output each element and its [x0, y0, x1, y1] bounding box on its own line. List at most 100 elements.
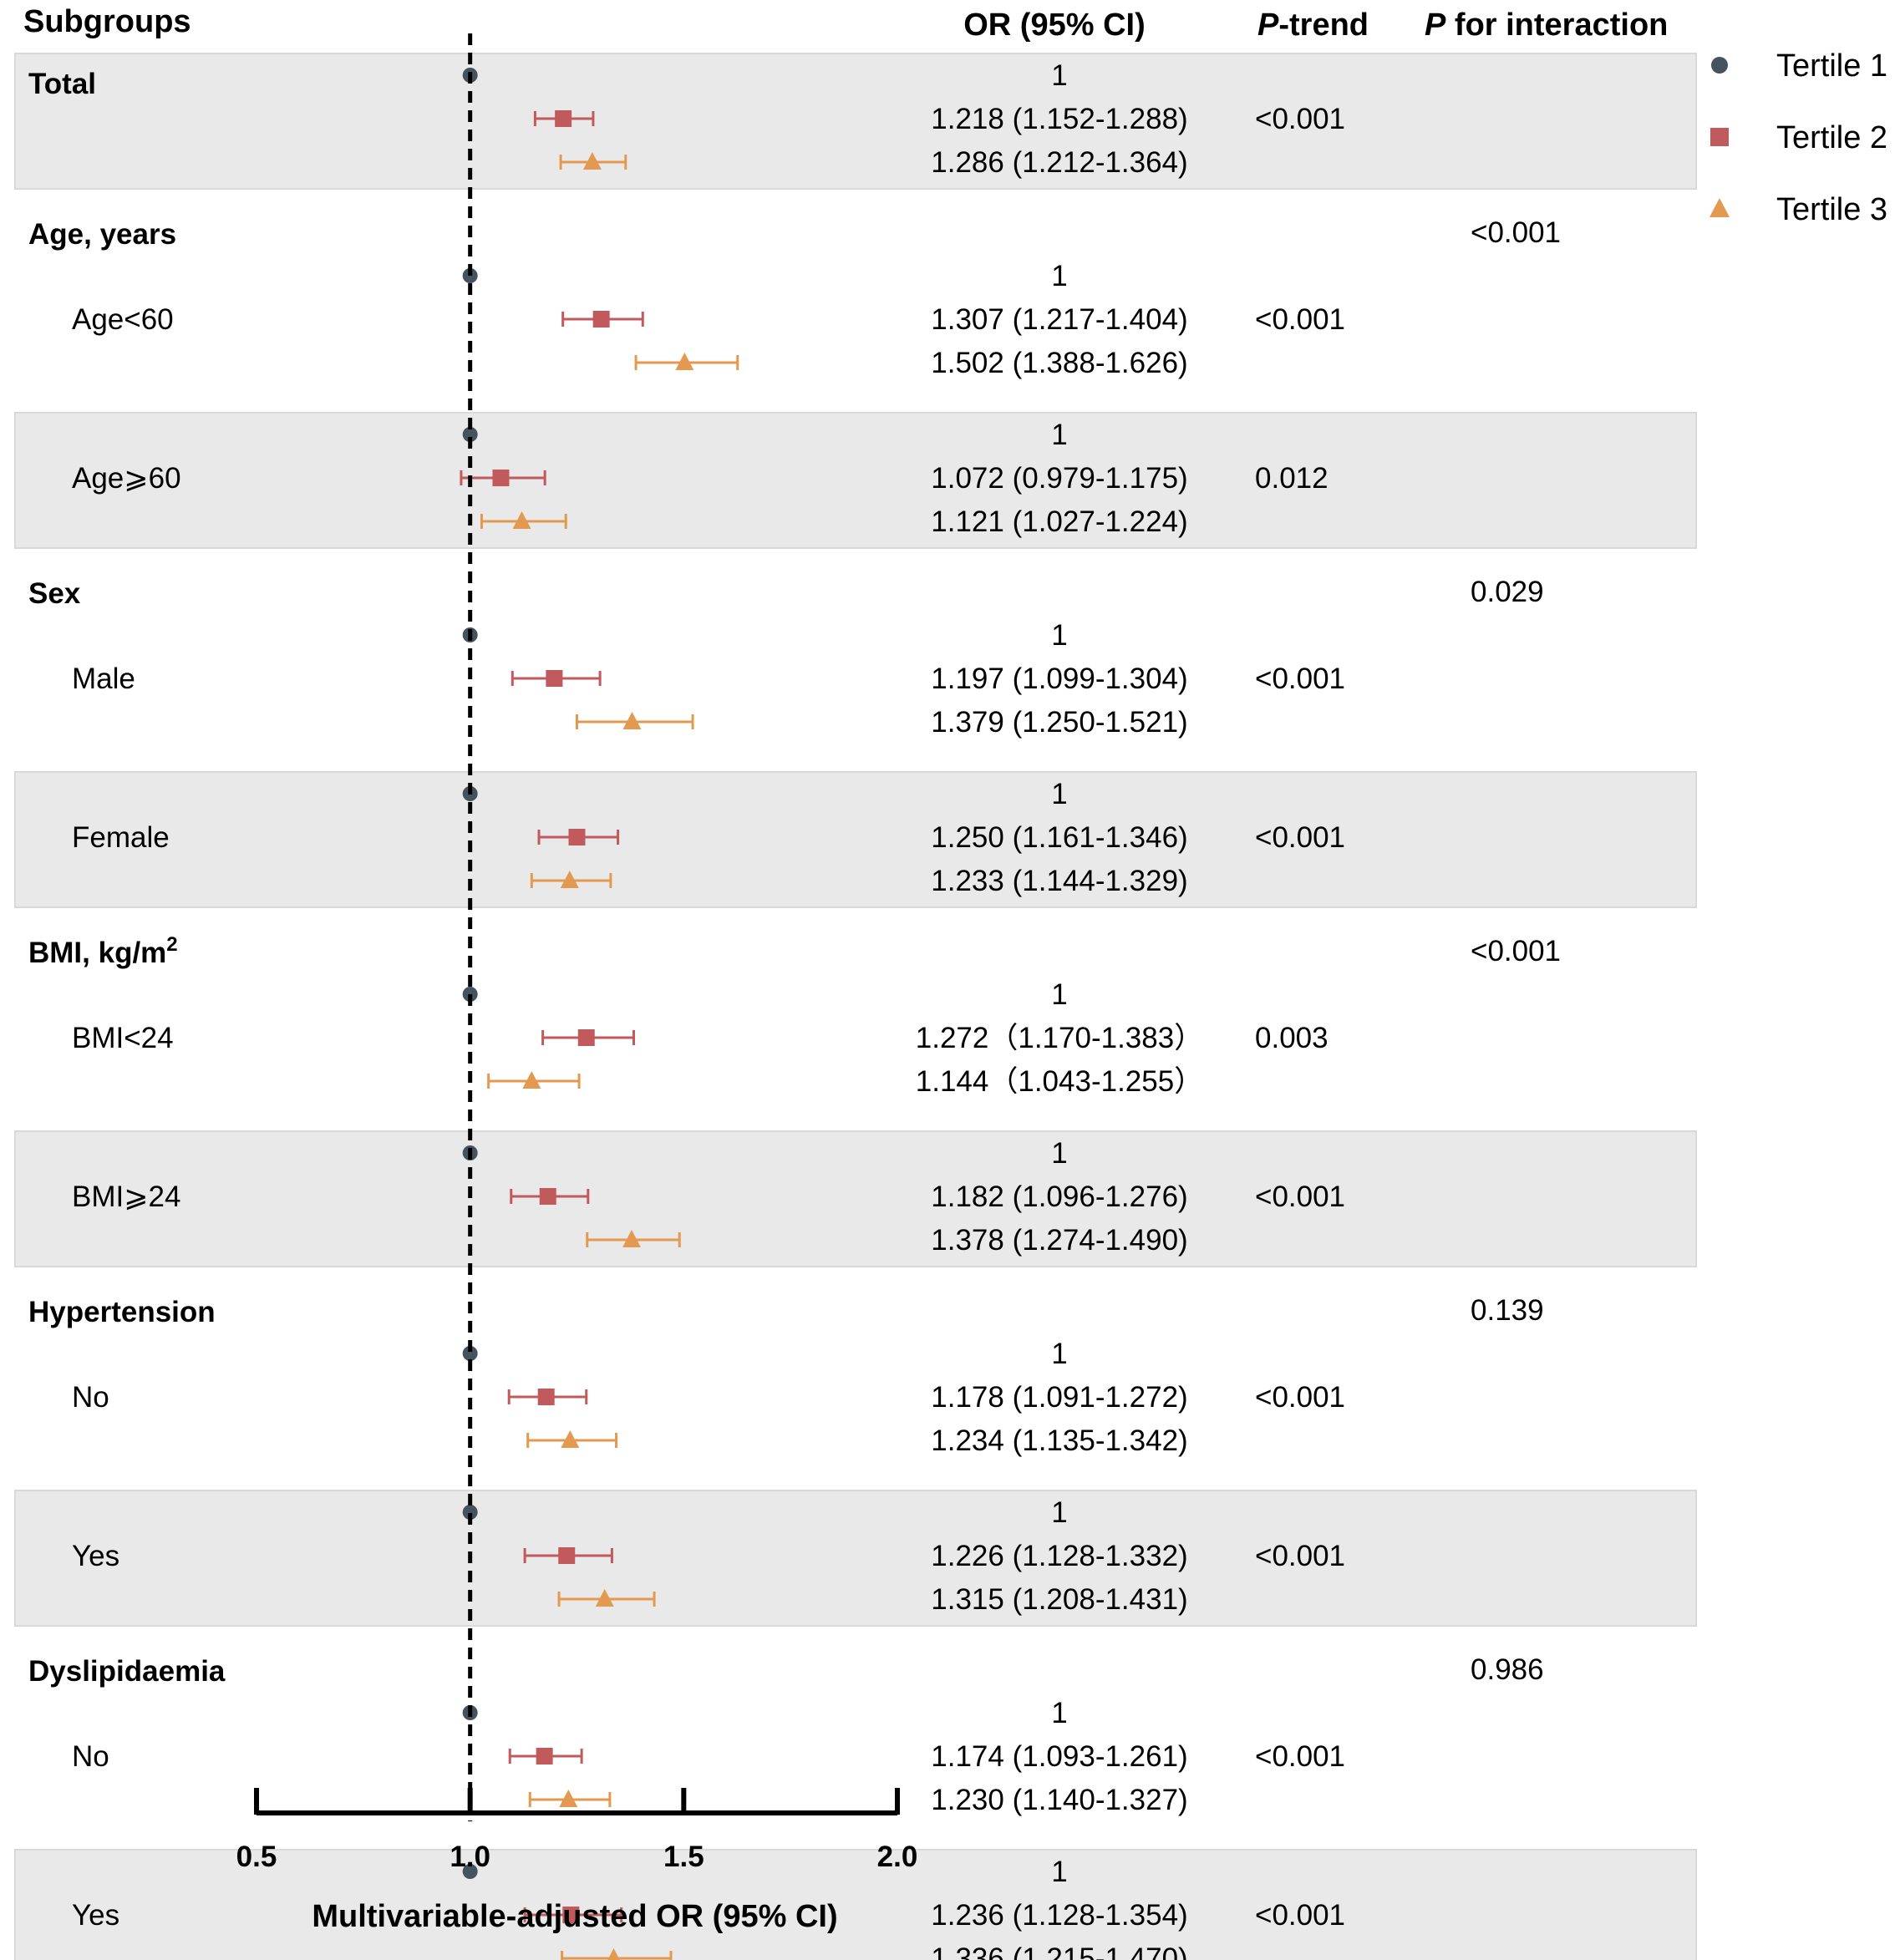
or-text: 1: [1051, 778, 1067, 810]
or-text: 1: [1051, 1496, 1067, 1529]
or-text: 1: [1051, 1338, 1067, 1370]
point-tertile-2: [536, 1748, 553, 1765]
group-label-superscript: 2: [166, 933, 177, 956]
point-tertile-1: [462, 1505, 478, 1520]
p-values: <0.001 <0.001 <0.001 0.012 0.029 <0.001 <0.001…: [1255, 103, 1561, 1932]
p-trend-value: <0.001: [1255, 303, 1345, 336]
legend-label: Tertile 1: [1776, 48, 1887, 84]
or-text: 1.144（1.043-1.255）: [916, 1065, 1203, 1098]
subgroup-label: Age⩾60: [72, 462, 181, 495]
or-values: 1 1.218 (1.152-1.288) 1.286 (1.212-1.364) 1…: [916, 59, 1203, 1960]
or-text: 1: [1051, 619, 1067, 652]
subgroup-label: Yes: [72, 1540, 119, 1572]
or-text: 1.250 (1.161-1.346): [931, 821, 1187, 854]
or-text: 1.234 (1.135-1.342): [931, 1424, 1187, 1457]
or-text: 1.315 (1.208-1.431): [931, 1583, 1187, 1616]
point-tertile-2: [492, 470, 510, 486]
point-tertile-1: [462, 1864, 478, 1879]
p-trend-value: <0.001: [1255, 663, 1345, 695]
row-band: [14, 771, 1697, 908]
legend-marker-circle: [1711, 57, 1728, 74]
x-tick-label: 1.5: [663, 1841, 704, 1873]
point-tertile-3: [559, 1790, 578, 1807]
column-headers: Subgroups OR (95% CI) P-trend P for inte…: [23, 4, 1668, 43]
or-text: 1.286 (1.212-1.364): [931, 146, 1187, 179]
p-trend-value: <0.001: [1255, 1381, 1345, 1414]
point-tertile-2: [539, 1188, 556, 1205]
p-interaction-value: 0.139: [1471, 1294, 1544, 1327]
point-tertile-2: [537, 1389, 555, 1405]
group-label: Hypertension: [28, 1296, 216, 1328]
group-label: Dyslipidaemia: [28, 1655, 226, 1688]
p-interaction-value: 0.986: [1471, 1653, 1544, 1686]
or-text: 1: [1051, 978, 1067, 1011]
p-trend-value: <0.001: [1255, 103, 1345, 135]
group-label: Total: [28, 68, 96, 100]
point-tertile-3: [622, 1230, 641, 1247]
p-trend-value: <0.001: [1255, 1899, 1345, 1932]
subgroup-label: Female: [72, 821, 170, 854]
or-text: 1.182 (1.096-1.276): [931, 1181, 1187, 1213]
or-text: 1.307 (1.217-1.404): [931, 303, 1187, 336]
or-text: 1.218 (1.152-1.288): [931, 103, 1187, 135]
legend: Tertile 1 Tertile 2 Tertile 3: [1709, 48, 1887, 227]
point-tertile-2: [577, 1029, 595, 1046]
p-trend-value: <0.001: [1255, 1740, 1345, 1773]
or-text: 1: [1051, 419, 1067, 451]
row-band: [14, 1849, 1697, 1960]
row-bands: [14, 53, 1697, 1960]
group-label: BMI, kg/m2: [28, 933, 178, 969]
header-p-interaction: P for interaction: [1425, 8, 1668, 43]
header-p-trend: P-trend: [1257, 8, 1369, 43]
or-text: 1: [1051, 1856, 1067, 1888]
p-trend-value: <0.001: [1255, 821, 1345, 854]
or-text: 1.072 (0.979-1.175): [931, 462, 1187, 495]
legend-marker-square: [1710, 128, 1729, 146]
row-band: [14, 412, 1697, 549]
group-label: Age, years: [28, 218, 176, 251]
p-trend-value: <0.001: [1255, 1181, 1345, 1213]
header-p-interaction-italic: P: [1425, 8, 1446, 43]
p-interaction-value: <0.001: [1471, 935, 1561, 967]
or-text: 1.233 (1.144-1.329): [931, 865, 1187, 897]
point-tertile-3: [561, 1430, 580, 1448]
point-tertile-3: [522, 1071, 541, 1089]
subgroup-label: Yes: [72, 1899, 119, 1932]
point-tertile-2: [562, 1907, 580, 1923]
header-subgroups: Subgroups: [23, 4, 191, 39]
point-tertile-1: [462, 1346, 478, 1361]
point-tertile-3: [582, 152, 602, 170]
or-text: 1.379 (1.250-1.521): [931, 706, 1187, 739]
point-tertile-3: [560, 871, 579, 888]
subgroup-label: No: [72, 1381, 109, 1414]
subgroup-label: No: [72, 1740, 109, 1773]
or-text: 1.502 (1.388-1.626): [931, 347, 1187, 379]
p-trend-value: 0.003: [1255, 1022, 1328, 1054]
subgroup-label: Age<60: [72, 303, 174, 336]
or-text: 1.174 (1.093-1.261): [931, 1740, 1187, 1773]
subgroup-label: BMI<24: [72, 1022, 174, 1054]
header-p-trend-rest: -trend: [1278, 8, 1369, 43]
x-tick-label: 2.0: [877, 1841, 918, 1873]
plot-marks: [460, 68, 739, 1960]
subgroup-label: Male: [72, 663, 135, 695]
point-tertile-3: [675, 353, 694, 370]
row-band: [14, 1130, 1697, 1267]
subgroup-labels: Total Age, years Age<60 Age⩾60 Sex Male Female…: [28, 68, 226, 1932]
legend-marker-triangle: [1709, 198, 1730, 217]
p-trend-value: <0.001: [1255, 1540, 1345, 1572]
header-p-interaction-rest: for interaction: [1445, 8, 1668, 43]
legend-label: Tertile 2: [1776, 120, 1887, 155]
or-text: 1.272（1.170-1.383）: [916, 1022, 1203, 1054]
point-tertile-1: [462, 427, 478, 442]
row-band: [14, 53, 1697, 190]
point-tertile-2: [568, 829, 586, 845]
or-text: 1.197 (1.099-1.304): [931, 663, 1187, 695]
x-tick-label: 0.5: [236, 1841, 277, 1873]
p-trend-value: 0.012: [1255, 462, 1328, 495]
point-tertile-3: [512, 511, 531, 529]
header-or: OR (95% CI): [963, 8, 1145, 43]
or-text: 1.378 (1.274-1.490): [931, 1224, 1187, 1257]
header-p-trend-italic: P: [1257, 8, 1279, 43]
